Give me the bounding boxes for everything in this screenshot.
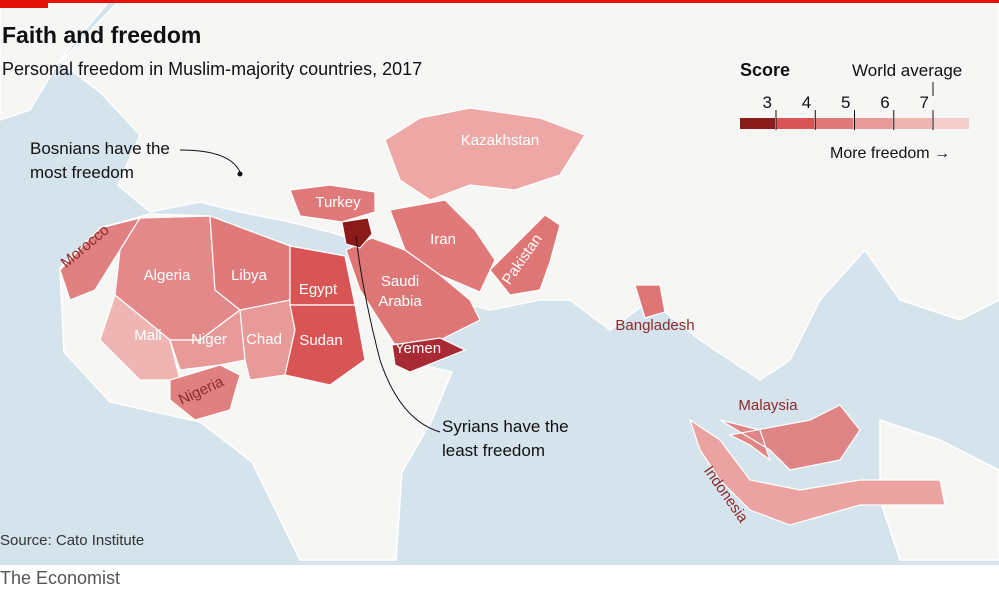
country-label: Bangladesh <box>615 317 694 334</box>
annotations: Bosnians have the most freedom Syrians hav… <box>30 139 569 460</box>
legend-note: More freedom → <box>830 145 950 162</box>
country-label: Mali <box>134 327 162 344</box>
country <box>209 215 291 311</box>
country <box>345 237 481 346</box>
country <box>634 284 666 319</box>
country-label: Saudi Arabia <box>378 273 422 310</box>
country <box>384 107 586 201</box>
bosnia-dot <box>237 171 243 177</box>
legend-tick-label: 4 <box>802 93 811 112</box>
country <box>169 364 241 421</box>
legend-title: Score <box>740 60 790 80</box>
legend-swatch <box>815 118 854 129</box>
syria-leader <box>355 235 441 433</box>
country <box>289 184 376 223</box>
legend-tick-label: 5 <box>841 93 850 112</box>
legend-tick-label: 7 <box>920 93 929 112</box>
country-label: Malaysia <box>738 397 798 414</box>
annotation: Bosnians have the <box>30 139 170 158</box>
legend-swatch <box>854 118 893 129</box>
annotation: Syrians have the <box>442 417 569 436</box>
legend-swatch <box>740 118 775 129</box>
country-label: Egypt <box>299 281 338 298</box>
country <box>719 404 861 471</box>
country <box>688 418 946 526</box>
country-label: Iran <box>430 231 456 248</box>
country <box>284 304 366 386</box>
legend-tick-label: 6 <box>880 93 889 112</box>
country-label: Chad <box>246 331 282 348</box>
footer-bg <box>0 565 999 591</box>
title: Faith and freedom <box>2 22 201 48</box>
country-label: Turkey <box>315 194 361 211</box>
legend-swatch <box>893 118 932 129</box>
bosnia-leader <box>179 149 241 173</box>
country-label: Yemen <box>395 340 441 357</box>
legend-swatch <box>776 118 815 129</box>
legend-world-average: World average <box>852 61 962 80</box>
top-tab <box>0 0 48 8</box>
country-label: Kazakhstan <box>461 132 539 149</box>
annotation: least freedom <box>442 441 545 460</box>
source: Source: Cato Institute <box>0 532 144 549</box>
country-label: Sudan <box>299 332 342 349</box>
country-label: Niger <box>191 331 227 348</box>
country-label: Algeria <box>144 267 191 284</box>
country-label: Libya <box>231 267 268 284</box>
country <box>489 214 561 296</box>
legend-tick-label: 3 <box>763 93 772 112</box>
annotation: most freedom <box>30 163 134 182</box>
legend-swatch <box>933 118 969 129</box>
subtitle: Personal freedom in Muslim-majority coun… <box>2 59 422 79</box>
brand: The Economist <box>0 568 120 588</box>
country <box>391 337 467 373</box>
top-rule <box>0 0 999 3</box>
legend-scale: 3 4 5 6 7 <box>740 93 969 130</box>
syria <box>341 217 373 249</box>
